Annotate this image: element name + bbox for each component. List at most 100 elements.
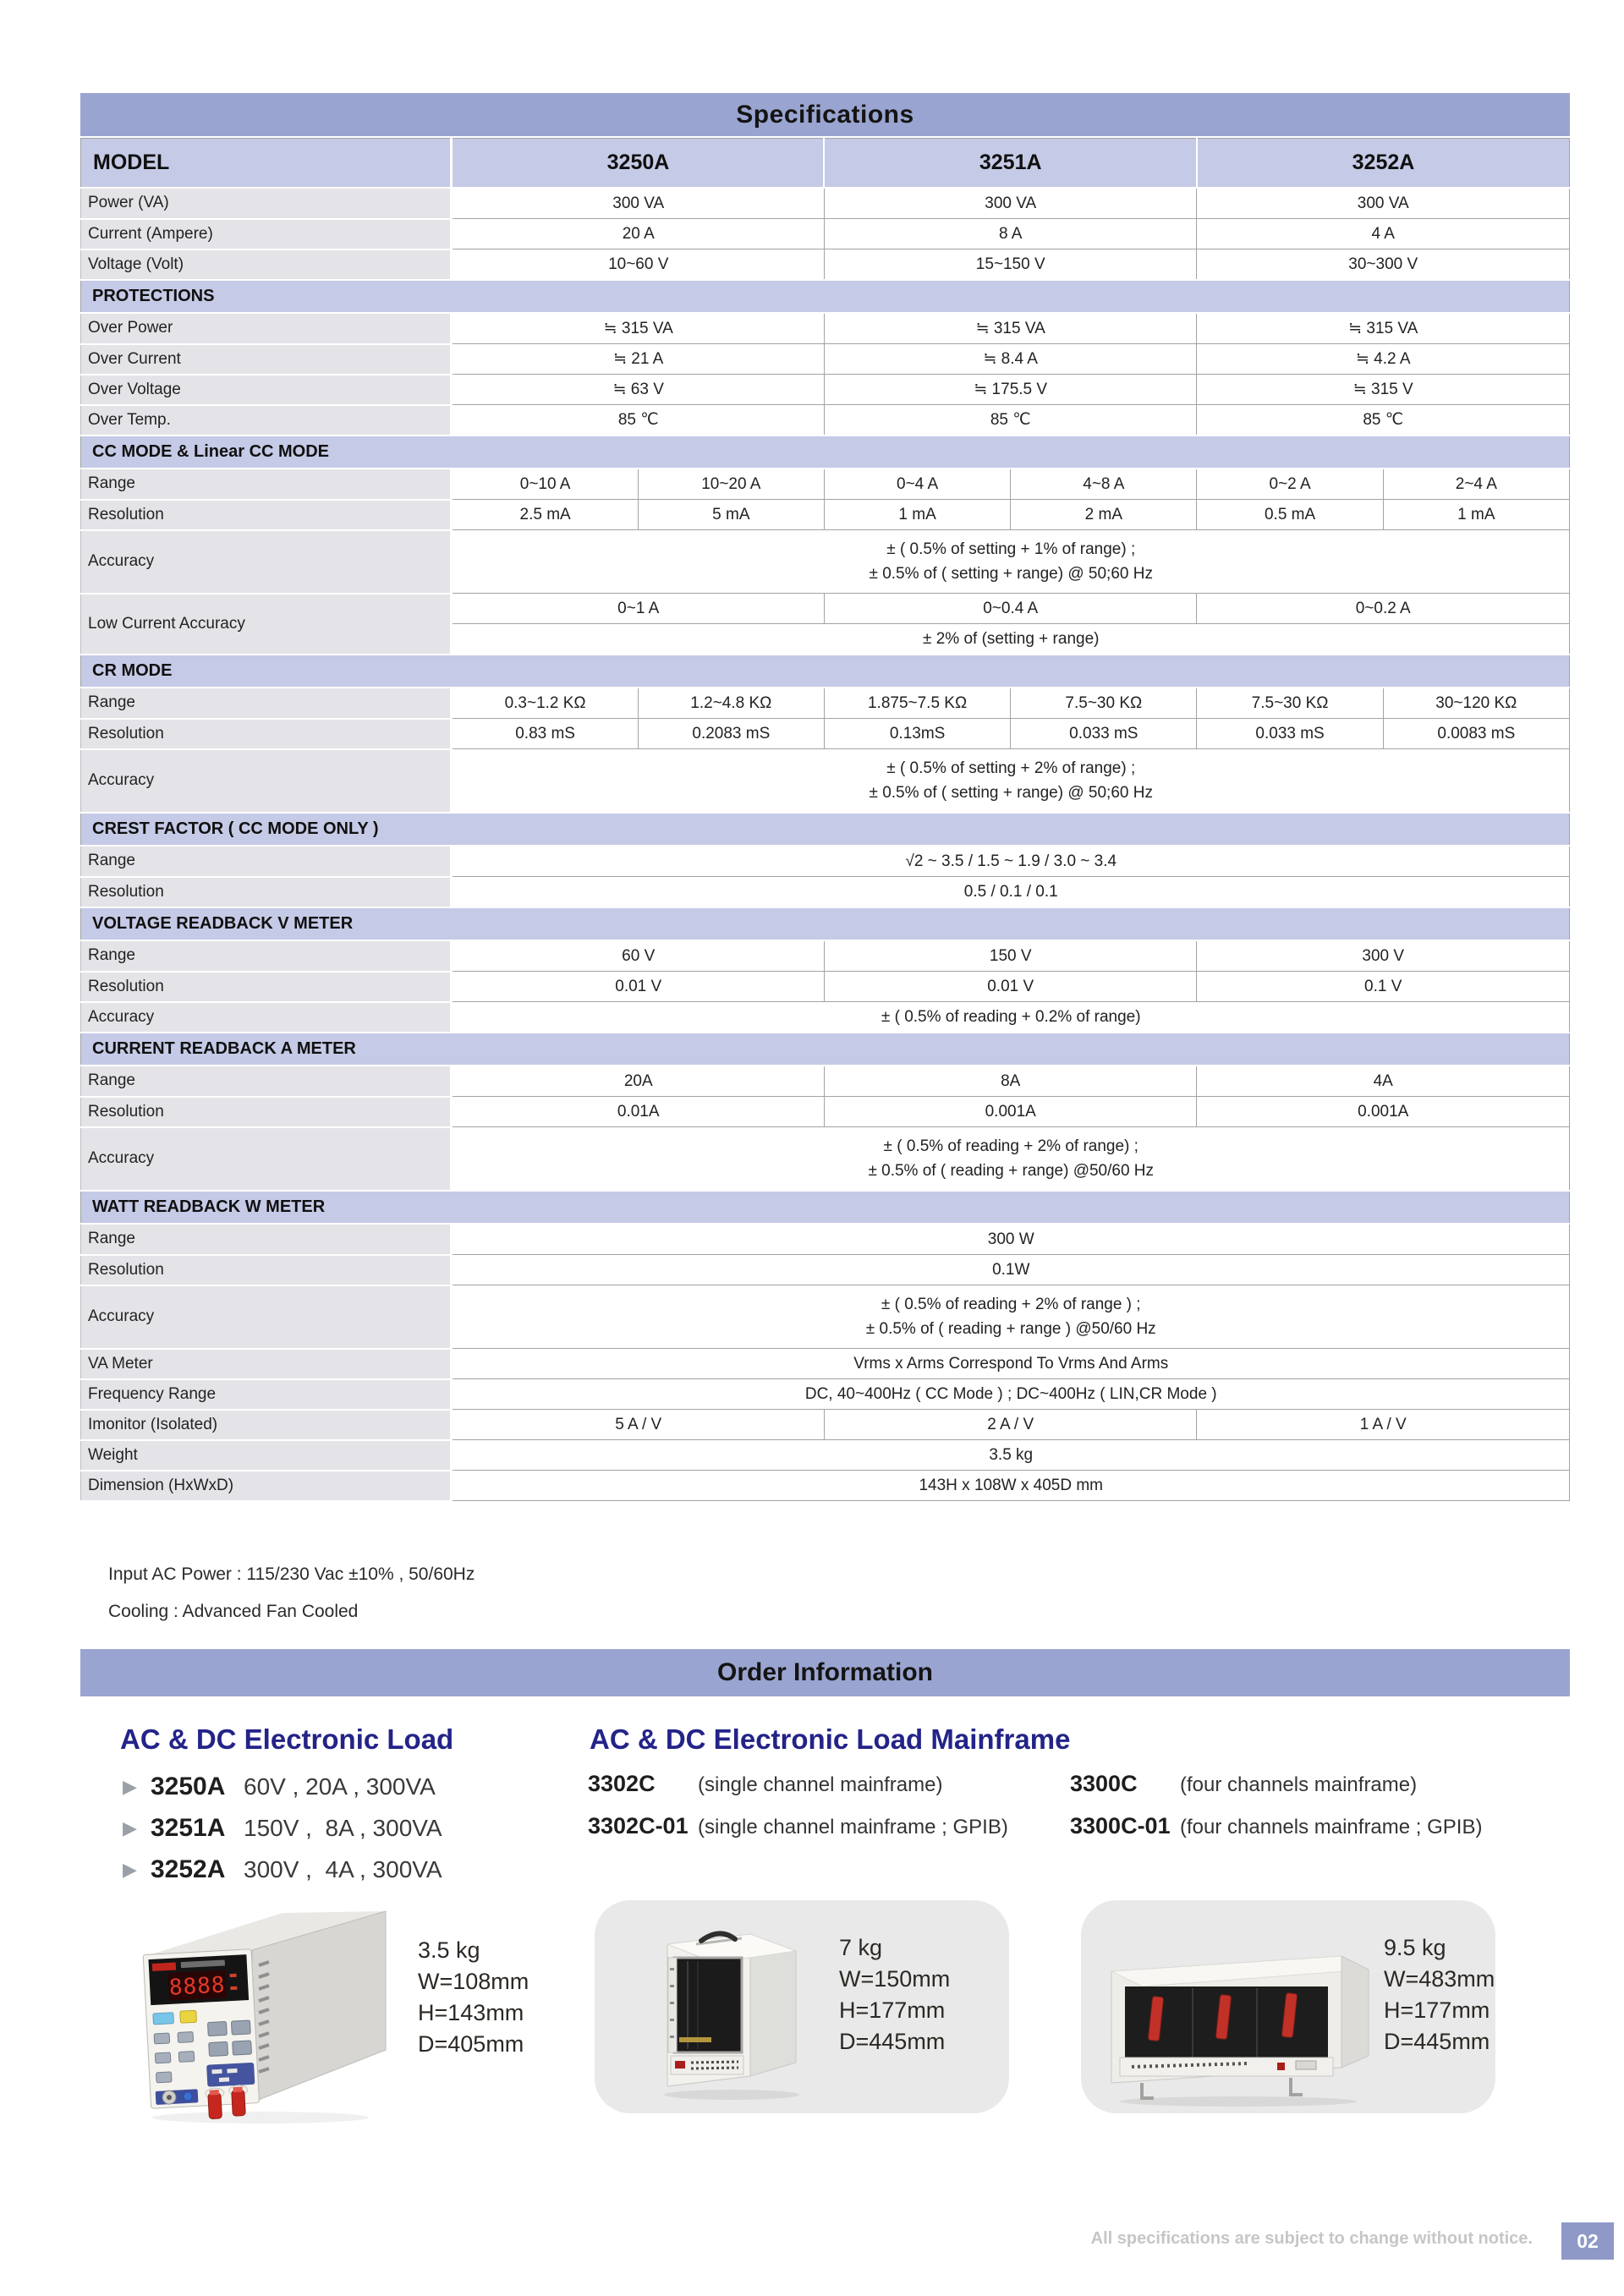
product-height: H=177mm: [1384, 1997, 1490, 2023]
spec-row: Over Current ≒ 21 A ≒ 8.4 A ≒ 4.2 A: [80, 342, 1570, 375]
spec-row: Low Current Accuracy 0~1 A 0~0.4 A 0~0.2 A: [80, 592, 1570, 655]
product-height: H=143mm: [418, 2000, 524, 2025]
section-row: WATT READBACK W METER: [80, 1190, 1570, 1225]
row-label: Resolution: [80, 875, 453, 908]
spec-value: 7.5~30 KΩ: [1196, 687, 1384, 719]
spec-value: 143H x 108W x 405D mm: [451, 1470, 1570, 1501]
spec-row: Resolution 0.1W: [80, 1253, 1570, 1286]
mainframe-item-desc: (four channels mainframe): [1180, 1773, 1418, 1796]
spec-row: Accuracy ± ( 0.5% of reading + 0.2% of ra…: [80, 1000, 1570, 1033]
spec-value: 0~2 A: [1196, 468, 1384, 500]
spec-value: ≒ 8.4 A: [823, 343, 1198, 375]
spec-value: 0~0.4 A: [823, 593, 1198, 624]
top-handle: [695, 1931, 743, 1946]
spec-value: √2 ~ 3.5 / 1.5 ~ 1.9 / 3.0 ~ 3.4: [451, 845, 1570, 877]
spec-row: Range 0.3~1.2 KΩ 1.2~4.8 KΩ 1.875~7.5 KΩ 7.5…: [80, 687, 1571, 720]
spec-value: 2.5 mA: [451, 499, 639, 530]
spec-value: 0.001A: [1196, 1096, 1570, 1127]
section-row: VOLTAGE READBACK V METER: [80, 907, 1570, 941]
spec-value: 300 W: [451, 1223, 1570, 1255]
model-row: MODEL 3250A 3251A 3252A: [80, 138, 1570, 189]
product-width: W=108mm: [418, 1969, 529, 1994]
row-label: Range: [80, 845, 453, 878]
spec-value: 2 mA: [1010, 499, 1198, 530]
spec-value: ± ( 0.5% of setting + 1% of range) ; ± 0…: [451, 529, 1570, 594]
row-label: Range: [80, 940, 453, 973]
bullet-triangle-icon: ▶: [123, 1775, 137, 1797]
page-number-badge: 02: [1561, 2222, 1614, 2260]
spec-value: ≒ 63 V: [451, 374, 825, 405]
spec-value: 20A: [451, 1065, 825, 1097]
bullet-triangle-icon: ▶: [123, 1858, 137, 1880]
section-row: PROTECTIONS: [80, 279, 1570, 314]
load-item: ▶ 3252A 300V , 4A , 300VA: [123, 1849, 442, 1890]
bottom-rail: [1119, 2057, 1334, 2077]
spec-value: 300 V: [1196, 940, 1570, 972]
spec-row: VA Meter Vrms x Arms Correspond To Vrms A…: [80, 1347, 1570, 1380]
spec-row: Range √2 ~ 3.5 / 1.5 ~ 1.9 / 3.0 ~ 3.4: [80, 845, 1570, 878]
spec-table-title: Specifications: [80, 93, 1570, 136]
spec-value: 0.033 mS: [1010, 718, 1198, 749]
product-width: W=150mm: [839, 1966, 951, 1992]
row-label: Accuracy: [80, 1284, 453, 1350]
spec-value: 0.5 mA: [1196, 499, 1384, 530]
row-label: Imonitor (Isolated): [80, 1408, 453, 1441]
spec-value: 85 ℃: [451, 404, 825, 436]
row-label: Over Power: [80, 312, 453, 345]
row-label: Range: [80, 468, 453, 501]
spec-value: 1 mA: [1382, 499, 1571, 530]
load-item-model: 3252A: [151, 1855, 226, 1883]
section-title: VOLTAGE READBACK V METER: [80, 907, 1570, 941]
spec-value: 0~10 A: [451, 468, 639, 500]
spec-row: Range 0~10 A 10~20 A 0~4 A 4~8 A 0~2 A 2~4 A: [80, 468, 1571, 501]
spec-row: Accuracy ± ( 0.5% of reading + 2% of rang…: [80, 1284, 1570, 1350]
spec-row: Frequency Range DC, 40~400Hz ( CC Mode ) …: [80, 1378, 1570, 1411]
spec-row: Resolution 0.01 V 0.01 V 0.1 V: [80, 970, 1570, 1003]
single-mainframe-photo: [664, 1931, 799, 2100]
row-label: Power (VA): [80, 187, 453, 220]
led-display: 8888: [148, 1954, 250, 2006]
section-title: WATT READBACK W METER: [80, 1190, 1570, 1225]
spec-value: ± ( 0.5% of reading + 2% of range ) ; ± …: [451, 1285, 1570, 1349]
slot-label-strip: [667, 1957, 678, 2053]
load-item-spec: 60V , 20A , 300VA: [244, 1773, 436, 1800]
spec-value: 0.01A: [451, 1096, 825, 1127]
spec-row: Resolution 0.83 mS 0.2083 mS 0.13mS 0.033 mS…: [80, 717, 1571, 750]
four-mainframe-dimensions: 9.5 kg W=483mm H=177mm D=445mm: [1384, 1932, 1495, 2058]
svg-text:8888: 8888: [168, 1972, 226, 2000]
spec-value: 10~20 A: [637, 468, 825, 500]
product-height: H=177mm: [839, 1997, 946, 2023]
bullet-triangle-icon: ▶: [123, 1817, 137, 1838]
spec-value: 30~300 V: [1196, 249, 1570, 281]
spec-row: Range 60 V 150 V 300 V: [80, 940, 1570, 973]
spec-value: 1.875~7.5 KΩ: [823, 687, 1012, 719]
mainframe-item-desc: (single channel mainframe ; GPIB): [698, 1816, 1008, 1838]
spec-value: 150 V: [823, 940, 1198, 972]
bay: [1125, 1986, 1328, 2059]
spec-value: 5 A / V: [451, 1409, 825, 1440]
row-label: Accuracy: [80, 1000, 453, 1033]
spec-value: ≒ 315 V: [1196, 374, 1570, 405]
row-label: Weight: [80, 1438, 453, 1471]
spec-row: Voltage (Volt) 10~60 V 15~150 V 30~300 V: [80, 248, 1570, 281]
spec-row: Weight 3.5 kg: [80, 1438, 1570, 1471]
spec-value: 0.033 mS: [1196, 718, 1384, 749]
spec-value: ≒ 315 VA: [1196, 312, 1570, 344]
spec-value: ± ( 0.5% of setting + 2% of range) ; ± 0…: [451, 748, 1570, 814]
product-weight: 9.5 kg: [1384, 1935, 1446, 1960]
spec-value: 2 A / V: [823, 1409, 1198, 1440]
row-label: Resolution: [80, 717, 453, 750]
model-column: 3251A: [823, 138, 1197, 189]
spec-value: ≒ 315 VA: [823, 312, 1198, 344]
row-label: Dimension (HxWxD): [80, 1469, 453, 1502]
spec-value: 4~8 A: [1010, 468, 1198, 500]
product-weight: 7 kg: [839, 1935, 883, 1960]
mainframe-item-model: 3300C: [1070, 1771, 1138, 1796]
load-item-spec: 150V , 8A , 300VA: [244, 1814, 442, 1841]
mainframe-item-desc: (single channel mainframe): [698, 1773, 943, 1796]
row-label: Resolution: [80, 970, 453, 1003]
section-row: CR MODE: [80, 654, 1570, 688]
load-item-spec: 300V , 4A , 300VA: [244, 1855, 442, 1882]
section-title: CR MODE: [80, 654, 1570, 688]
